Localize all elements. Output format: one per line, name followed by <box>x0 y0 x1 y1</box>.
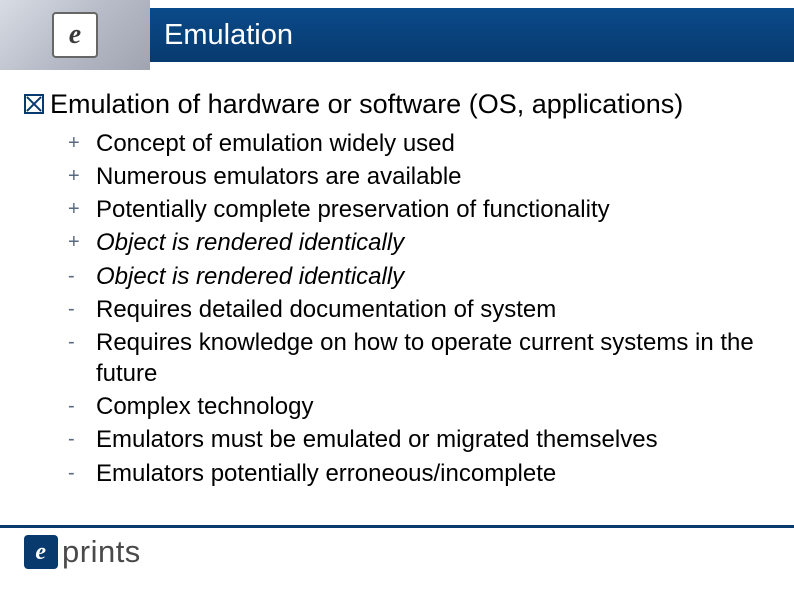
sub-bullet-item: -Requires detailed documentation of syst… <box>68 294 770 325</box>
slide-title: Emulation <box>164 19 293 52</box>
sub-bullet-item: -Emulators must be emulated or migrated … <box>68 424 770 455</box>
main-bullet-text: Emulation of hardware or software (OS, a… <box>50 88 683 122</box>
minus-marker-icon: - <box>68 261 96 291</box>
sub-bullet-item: +Numerous emulators are available <box>68 161 770 192</box>
sub-bullet-text: Complex technology <box>96 391 313 422</box>
slide-footer: e prints <box>0 525 794 595</box>
sub-bullet-item: +Concept of emulation widely used <box>68 128 770 159</box>
sub-bullet-text: Emulators potentially erroneous/incomple… <box>96 458 556 489</box>
sub-bullet-list: +Concept of emulation widely used+Numero… <box>24 128 770 489</box>
eprints-e-icon: e <box>24 535 58 569</box>
minus-marker-icon: - <box>68 458 96 488</box>
sub-bullet-item: -Emulators potentially erroneous/incompl… <box>68 458 770 489</box>
sub-bullet-text: Requires detailed documentation of syste… <box>96 294 556 325</box>
minus-marker-icon: - <box>68 424 96 454</box>
sub-bullet-text: Concept of emulation widely used <box>96 128 455 159</box>
sub-bullet-item: -Complex technology <box>68 391 770 422</box>
plus-marker-icon: + <box>68 194 96 224</box>
plus-marker-icon: + <box>68 128 96 158</box>
sub-bullet-item: -Object is rendered identically <box>68 261 770 292</box>
footer-divider <box>0 525 794 528</box>
slide-content: Emulation of hardware or software (OS, a… <box>0 70 794 501</box>
sub-bullet-item: +Potentially complete preservation of fu… <box>68 194 770 225</box>
eprints-logo: e prints <box>0 534 794 570</box>
minus-marker-icon: - <box>68 294 96 324</box>
sub-bullet-item: +Object is rendered identically <box>68 227 770 258</box>
minus-marker-icon: - <box>68 327 96 357</box>
sub-bullet-text: Emulators must be emulated or migrated t… <box>96 424 658 455</box>
eprints-logo-text: prints <box>62 534 141 570</box>
x-box-bullet-icon <box>24 94 44 114</box>
sub-bullet-text: Object is rendered identically <box>96 227 404 258</box>
e-logo-icon: e <box>52 12 98 58</box>
plus-marker-icon: + <box>68 161 96 191</box>
plus-marker-icon: + <box>68 227 96 257</box>
minus-marker-icon: - <box>68 391 96 421</box>
header-title-bar: Emulation <box>150 8 794 62</box>
sub-bullet-text: Requires knowledge on how to operate cur… <box>96 327 770 389</box>
sub-bullet-text: Numerous emulators are available <box>96 161 462 192</box>
header-logo-area: e <box>0 0 150 70</box>
main-bullet: Emulation of hardware or software (OS, a… <box>24 88 770 122</box>
sub-bullet-text: Potentially complete preservation of fun… <box>96 194 610 225</box>
sub-bullet-text: Object is rendered identically <box>96 261 404 292</box>
slide-header: e Emulation <box>0 0 794 70</box>
sub-bullet-item: -Requires knowledge on how to operate cu… <box>68 327 770 389</box>
